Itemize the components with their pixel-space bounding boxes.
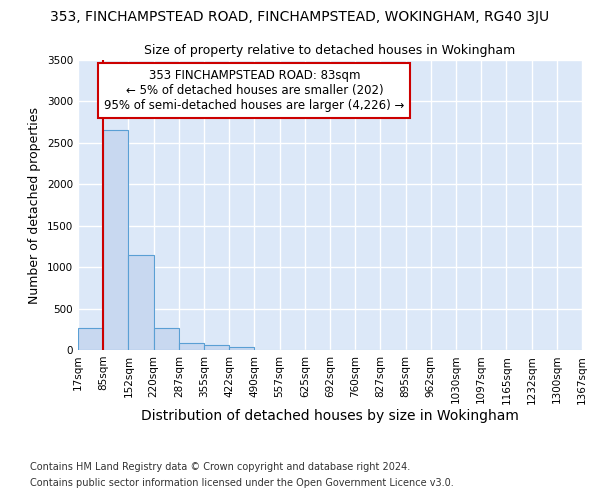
Y-axis label: Number of detached properties: Number of detached properties <box>28 106 41 304</box>
Bar <box>229 347 254 350</box>
Bar <box>128 254 154 350</box>
Bar <box>204 346 229 350</box>
Bar <box>103 130 128 350</box>
Bar <box>154 328 179 350</box>
Text: Contains public sector information licensed under the Open Government Licence v3: Contains public sector information licen… <box>30 478 454 488</box>
Text: 353, FINCHAMPSTEAD ROAD, FINCHAMPSTEAD, WOKINGHAM, RG40 3JU: 353, FINCHAMPSTEAD ROAD, FINCHAMPSTEAD, … <box>50 10 550 24</box>
Text: 353 FINCHAMPSTEAD ROAD: 83sqm
← 5% of detached houses are smaller (202)
95% of s: 353 FINCHAMPSTEAD ROAD: 83sqm ← 5% of de… <box>104 68 404 112</box>
Bar <box>78 328 103 350</box>
Text: Contains HM Land Registry data © Crown copyright and database right 2024.: Contains HM Land Registry data © Crown c… <box>30 462 410 472</box>
Title: Size of property relative to detached houses in Wokingham: Size of property relative to detached ho… <box>145 44 515 58</box>
Bar <box>179 342 204 350</box>
X-axis label: Distribution of detached houses by size in Wokingham: Distribution of detached houses by size … <box>141 409 519 423</box>
